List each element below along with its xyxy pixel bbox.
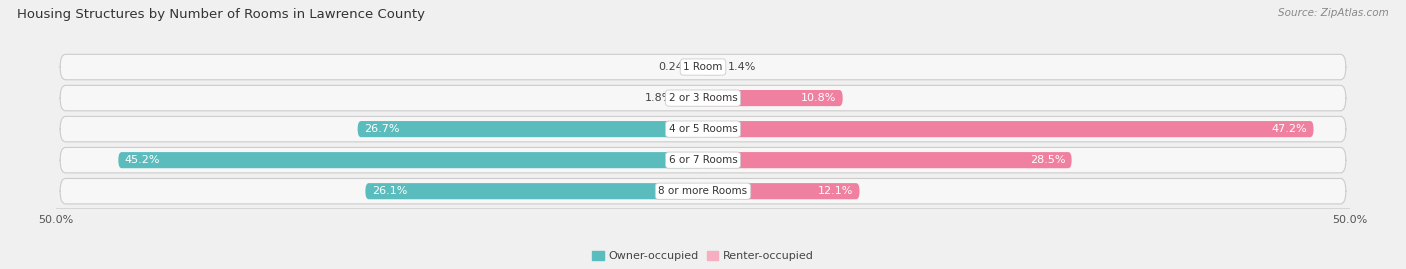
- Text: 8 or more Rooms: 8 or more Rooms: [658, 186, 748, 196]
- FancyBboxPatch shape: [118, 152, 703, 168]
- Text: 2 or 3 Rooms: 2 or 3 Rooms: [669, 93, 737, 103]
- FancyBboxPatch shape: [679, 90, 703, 106]
- Text: 28.5%: 28.5%: [1029, 155, 1066, 165]
- Text: 26.7%: 26.7%: [364, 124, 399, 134]
- Legend: Owner-occupied, Renter-occupied: Owner-occupied, Renter-occupied: [588, 247, 818, 266]
- FancyBboxPatch shape: [60, 178, 1346, 204]
- Text: 0.24%: 0.24%: [658, 62, 693, 72]
- Text: 47.2%: 47.2%: [1271, 124, 1308, 134]
- Text: 4 or 5 Rooms: 4 or 5 Rooms: [669, 124, 737, 134]
- FancyBboxPatch shape: [60, 147, 1346, 173]
- Text: 1.8%: 1.8%: [645, 93, 673, 103]
- Text: 1.4%: 1.4%: [727, 62, 756, 72]
- FancyBboxPatch shape: [60, 54, 1346, 80]
- Text: 1 Room: 1 Room: [683, 62, 723, 72]
- FancyBboxPatch shape: [703, 183, 859, 199]
- FancyBboxPatch shape: [703, 59, 721, 75]
- Text: 45.2%: 45.2%: [125, 155, 160, 165]
- FancyBboxPatch shape: [60, 85, 1346, 111]
- Text: 6 or 7 Rooms: 6 or 7 Rooms: [669, 155, 737, 165]
- Text: 26.1%: 26.1%: [371, 186, 408, 196]
- FancyBboxPatch shape: [60, 116, 1346, 142]
- FancyBboxPatch shape: [703, 90, 842, 106]
- FancyBboxPatch shape: [703, 152, 1071, 168]
- Text: 12.1%: 12.1%: [818, 186, 853, 196]
- FancyBboxPatch shape: [357, 121, 703, 137]
- Text: 10.8%: 10.8%: [801, 93, 837, 103]
- FancyBboxPatch shape: [366, 183, 703, 199]
- Text: Housing Structures by Number of Rooms in Lawrence County: Housing Structures by Number of Rooms in…: [17, 8, 425, 21]
- Text: Source: ZipAtlas.com: Source: ZipAtlas.com: [1278, 8, 1389, 18]
- FancyBboxPatch shape: [703, 121, 1313, 137]
